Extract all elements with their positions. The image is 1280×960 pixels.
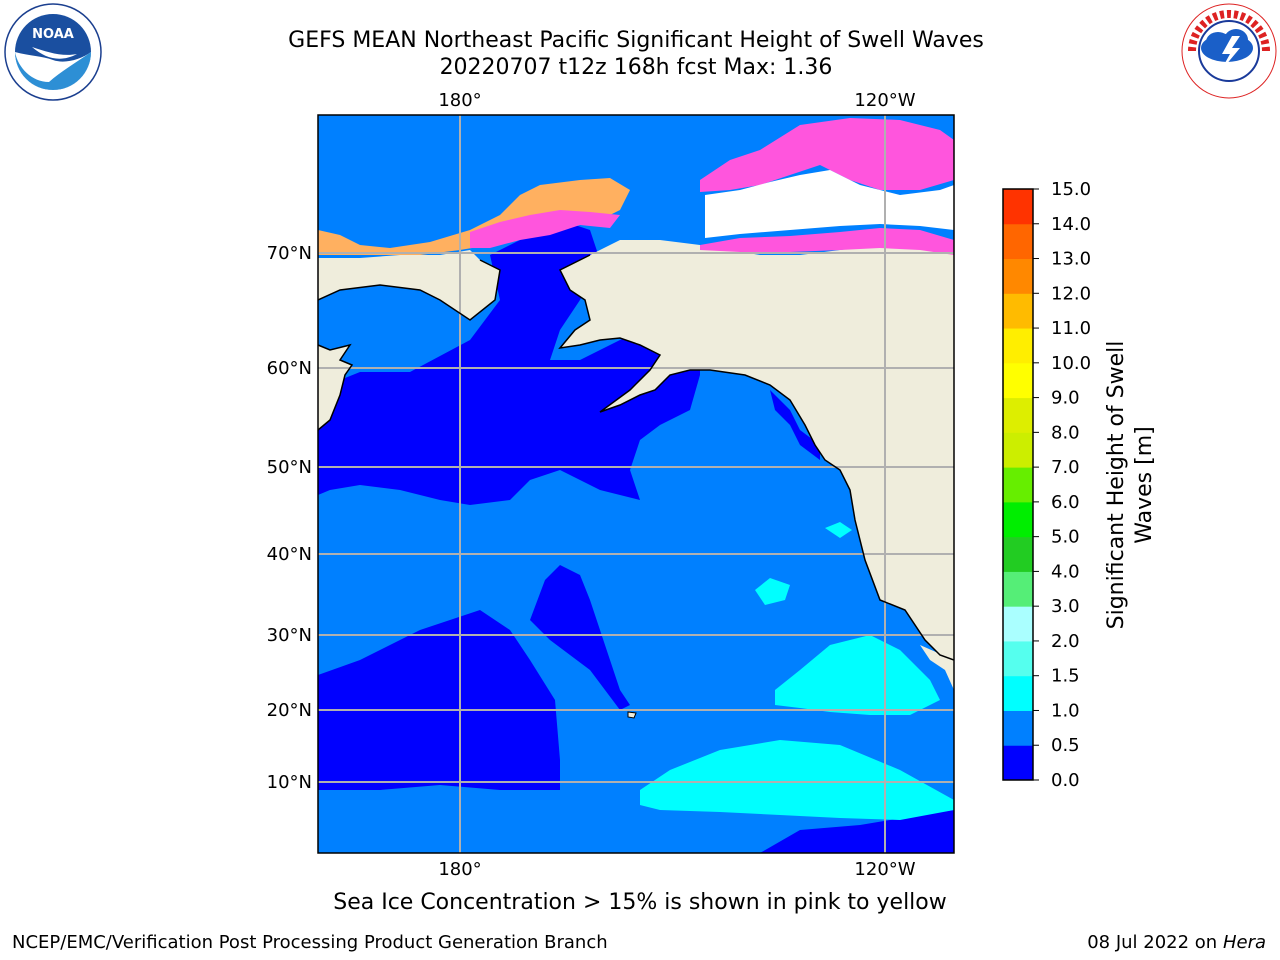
swell-band-0-0-5-mid	[530, 565, 630, 710]
colorbar-tick-label-0: 15.0	[1051, 179, 1091, 200]
colorbar-segment-0	[1003, 745, 1033, 781]
colorbar-segment-8	[1003, 467, 1033, 503]
colorbar-tick-label-8: 7.0	[1051, 457, 1080, 478]
colorbar-segment-7	[1003, 501, 1033, 538]
colorbar-segment-16	[1003, 189, 1033, 225]
colorbar-segment-3	[1003, 640, 1033, 677]
colorbar-tick-label-12: 3.0	[1051, 596, 1080, 617]
land-north-america	[560, 115, 954, 660]
colorbar-tick-label-10: 5.0	[1051, 527, 1080, 548]
latitude-labels: 70°N 60°N 50°N 40°N 30°N 20°N 10°N	[267, 243, 312, 793]
colorbar-tick-label-1: 14.0	[1051, 214, 1091, 235]
colorbar-tick-label-14: 1.5	[1051, 666, 1080, 687]
land-siberia	[318, 115, 500, 430]
colorbar-frame	[1002, 188, 1034, 781]
colorbar-segment-15	[1003, 223, 1033, 260]
swell-band-1-0-1-5-south	[640, 740, 954, 820]
lat-label-5: 20°N	[267, 700, 312, 721]
colorbar-segment-14	[1003, 258, 1033, 294]
footer-date: 08 Jul 2022 on Hera	[1087, 932, 1266, 953]
swell-band-1-0-1-5-coastal	[825, 522, 852, 538]
swell-band-0-0-5-southeast	[760, 810, 954, 853]
lat-label-2: 50°N	[267, 457, 312, 478]
colorbar-tick-label-9: 6.0	[1051, 492, 1080, 513]
footer-producer: NCEP/EMC/Verification Post Processing Pr…	[12, 932, 608, 953]
lat-label-4: 30°N	[267, 625, 312, 646]
map-gridlines	[318, 115, 954, 853]
footer-host: Hera	[1222, 932, 1266, 953]
sea-ice-caption: Sea Ice Concentration > 15% is shown in …	[333, 890, 947, 915]
nws-logo	[1181, 3, 1277, 99]
colorbar-tick-label-15: 1.0	[1051, 700, 1080, 721]
colorbar-segment-10	[1003, 397, 1033, 433]
noaa-logo: NOAA	[4, 3, 102, 101]
footer-date-text: 08 Jul 2022 on	[1087, 932, 1223, 953]
hawaii-islands	[627, 711, 637, 719]
colorbar-tick-label-2: 13.0	[1051, 249, 1091, 270]
colorbar-tick-label-16: 0.5	[1051, 735, 1080, 756]
lat-label-6: 10°N	[267, 772, 312, 793]
coastline-siberia	[318, 259, 501, 431]
colorbar-tick-label-4: 11.0	[1051, 318, 1091, 339]
swell-band-0-0-5-north	[318, 220, 700, 505]
page-subtitle: 20220707 t12z 168h fcst Max: 1.36	[439, 55, 833, 80]
swell-band-0-0-5-northeast-strip	[770, 390, 820, 460]
sea-ice-pink	[470, 210, 620, 248]
colorbar-segment-11	[1003, 362, 1033, 399]
colorbar-tick-label-13: 2.0	[1051, 631, 1080, 652]
colorbar-segment-6	[1003, 536, 1033, 572]
sea-ice-pink-arctic	[700, 118, 954, 192]
colorbar-segment-13	[1003, 293, 1033, 329]
noaa-logo-text: NOAA	[32, 27, 74, 42]
colorbar-segment-12	[1003, 328, 1033, 364]
lon-label-top-1: 120°W	[854, 90, 915, 111]
lon-label-bottom-0: 180°	[438, 859, 481, 880]
colorbar-tick-label-17: 0.0	[1051, 770, 1080, 791]
sea-ice-gap	[705, 170, 954, 238]
colorbar-tick-label-5: 10.0	[1051, 353, 1091, 374]
colorbar-tick-label-6: 9.0	[1051, 388, 1080, 409]
sea-ice-orange	[318, 178, 630, 255]
sea-ice-pink-east	[700, 228, 954, 255]
map-frame	[317, 114, 955, 854]
colorbar-segment-5	[1003, 571, 1033, 607]
longitude-labels-top: 180° 120°W	[438, 90, 915, 111]
colorbar-tick-label-11: 4.0	[1051, 561, 1080, 582]
lat-label-0: 70°N	[267, 243, 312, 264]
colorbar-label-line2: Waves [m]	[1132, 426, 1157, 543]
page-title: GEFS MEAN Northeast Pacific Significant …	[288, 28, 984, 53]
longitude-labels-bottom: 180° 120°W	[438, 859, 915, 880]
colorbar-segment-2	[1003, 675, 1033, 711]
colorbar-tick-label-7: 8.0	[1051, 422, 1080, 443]
swell-band-1-0-1-5-small	[755, 578, 790, 605]
lon-label-top-0: 180°	[438, 90, 481, 111]
lon-label-bottom-1: 120°W	[854, 859, 915, 880]
colorbar-segment-4	[1003, 606, 1033, 642]
colorbar-segment-9	[1003, 432, 1033, 468]
colorbar-tick-labels: 15.0 14.0 13.0 12.0 11.0 10.0 9.0 8.0 7.0 6.0 5.0 4…	[1033, 179, 1091, 791]
lat-label-3: 40°N	[267, 544, 312, 565]
colorbar	[1002, 188, 1034, 781]
swell-band-1-0-1-5-central	[775, 635, 940, 715]
colorbar-label-line1: Significant Height of Swell	[1104, 341, 1129, 630]
coastline-north-america	[558, 254, 954, 661]
colorbar-segment-1	[1003, 710, 1033, 746]
colorbar-tick-label-3: 12.0	[1051, 283, 1091, 304]
lat-label-1: 60°N	[267, 358, 312, 379]
swell-band-0-0-5-southwest	[318, 610, 560, 790]
